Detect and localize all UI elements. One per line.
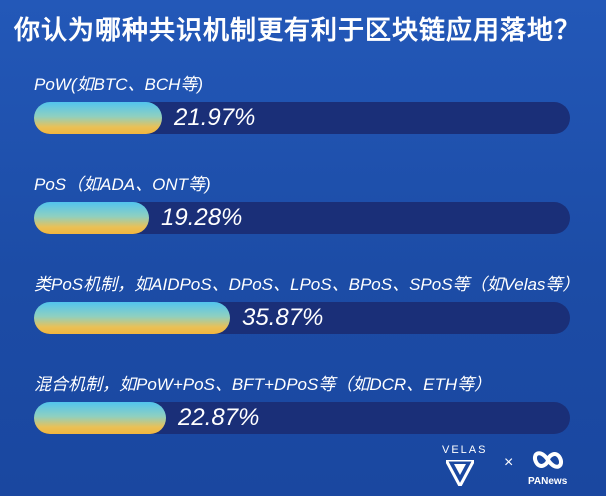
bar-track (34, 302, 570, 334)
chart-title: 你认为哪种共识机制更有利于区块链应用落地？ (14, 15, 582, 45)
separator-icon: × (504, 454, 514, 471)
bar-track (34, 402, 570, 434)
bar-track (34, 202, 570, 234)
bar-fill (34, 202, 149, 234)
bar-value-label: 35.87% (242, 304, 324, 331)
bar-category-label: 混合机制，如PoW+PoS、BFT+DPoS等（如DCR、ETH等） (34, 375, 492, 394)
bar-category-label: 类PoS机制，如AIDPoS、DPoS、LPoS、BPoS、SPoS等（如Vel… (34, 275, 580, 294)
bar-fill (34, 102, 162, 134)
logo-area: VELAS × PANews (442, 440, 592, 490)
bar-category-label: PoW(如BTC、BCH等) (34, 75, 204, 94)
bar-fill (34, 402, 166, 434)
velas-logo-icon (446, 460, 474, 486)
velas-logo-text: VELAS (442, 444, 488, 456)
panews-logo-text: PANews (528, 476, 568, 487)
bar-fill (34, 302, 230, 334)
bar-value-label: 19.28% (161, 204, 243, 231)
bar-category-label: PoS（如ADA、ONT等) (34, 175, 211, 194)
panews-logo-icon (533, 451, 563, 469)
bar-value-label: 21.97% (174, 104, 256, 131)
bar-value-label: 22.87% (178, 404, 260, 431)
bar-track (34, 102, 570, 134)
